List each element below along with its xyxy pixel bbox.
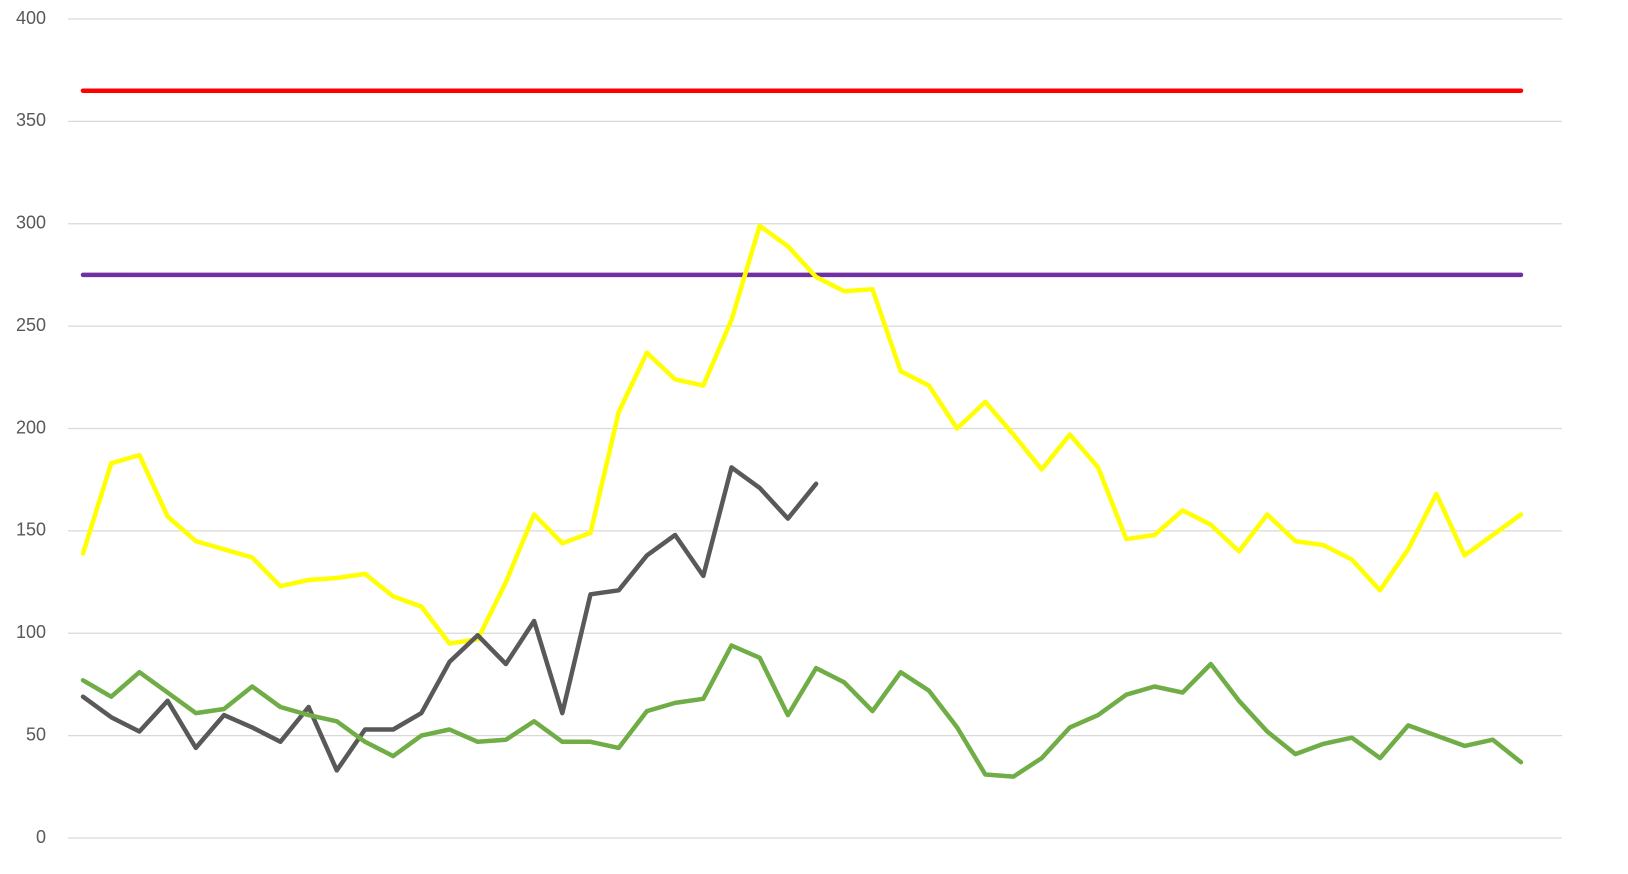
y-tick-label: 100 xyxy=(16,622,46,642)
y-tick-label: 350 xyxy=(16,110,46,130)
y-tick-label: 0 xyxy=(36,827,46,847)
y-tick-label: 50 xyxy=(26,724,46,744)
y-tick-label: 250 xyxy=(16,315,46,335)
series-line xyxy=(80,643,1524,779)
y-tick-label: 150 xyxy=(16,520,46,540)
series-line xyxy=(80,465,819,773)
series-line xyxy=(80,223,1524,646)
y-tick-label: 300 xyxy=(16,213,46,233)
y-tick-label: 200 xyxy=(16,417,46,437)
y-tick-label: 400 xyxy=(16,8,46,28)
